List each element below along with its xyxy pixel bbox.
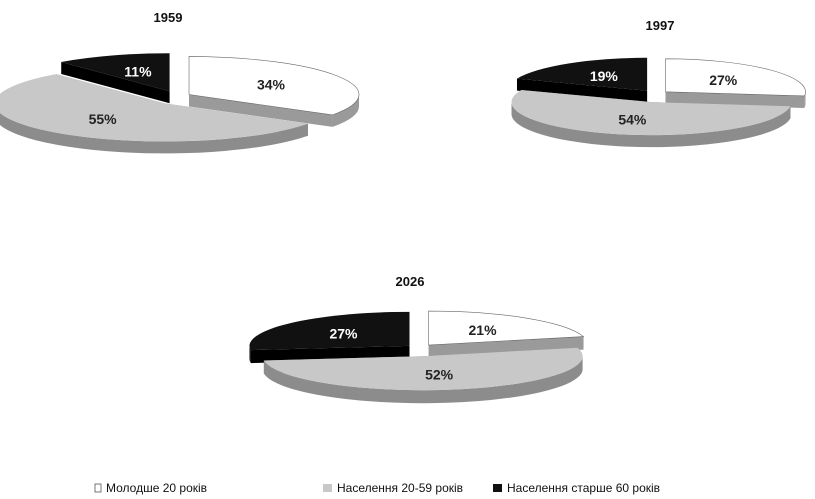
pie-title: 2026	[396, 274, 425, 289]
pie-data-label: 55%	[89, 111, 118, 127]
slice-side	[189, 94, 360, 127]
pie-slice-1959-0	[188, 56, 360, 116]
pie-slice-2026-1	[263, 347, 583, 391]
pie-data-label: 11%	[124, 64, 152, 80]
pie-chart-1959: 1959 34% 55% 11%	[0, 10, 360, 154]
pie-slice-2026-2	[249, 311, 410, 351]
slice-side	[516, 78, 648, 103]
pie-data-label: 27%	[709, 72, 738, 88]
pie-slice-1997-1	[511, 89, 791, 136]
legend-label-old: Населення старше 60 років	[507, 481, 660, 495]
legend-item-old: Населення старше 60 років	[493, 481, 660, 495]
legend-label-adult: Населення 20-59 років	[337, 481, 463, 495]
legend-swatch-adult	[323, 484, 332, 492]
pie-title: 1997	[646, 18, 675, 33]
pie-slice-1997-2	[516, 57, 648, 91]
legend: Молодше 20 років Населення 20-59 років Н…	[94, 481, 660, 495]
pie-slice-1959-2	[61, 53, 170, 92]
slice-side	[61, 61, 170, 104]
pie-data-label: 19%	[590, 68, 619, 84]
legend-swatch-old	[493, 484, 502, 492]
legend-swatch-young	[94, 483, 102, 493]
pie-data-label: 34%	[257, 76, 286, 92]
legend-label-young: Молодше 20 років	[106, 481, 207, 495]
slice-side	[428, 336, 584, 359]
legend-item-young: Молодше 20 років	[94, 481, 207, 495]
pie-data-label: 21%	[469, 322, 498, 338]
pie-data-label: 27%	[329, 325, 358, 341]
pie-data-label: 54%	[618, 112, 647, 128]
pie-data-label: 52%	[425, 367, 454, 383]
pies-layer: 1959 34% 55% 11% 1997 27% 54% 19% 2026 21% 52% 27%	[0, 10, 806, 404]
pie-chart-2026: 2026 21% 52% 27%	[249, 274, 585, 404]
pie-slice-1997-0	[665, 58, 806, 97]
pie-chart-1997: 1997 27% 54% 19%	[511, 18, 806, 148]
pie-slice-2026-0	[428, 310, 585, 346]
legend-item-adult: Населення 20-59 років	[323, 481, 463, 495]
pie-slice-1959-1	[0, 74, 308, 142]
pie-title: 1959	[154, 10, 183, 25]
